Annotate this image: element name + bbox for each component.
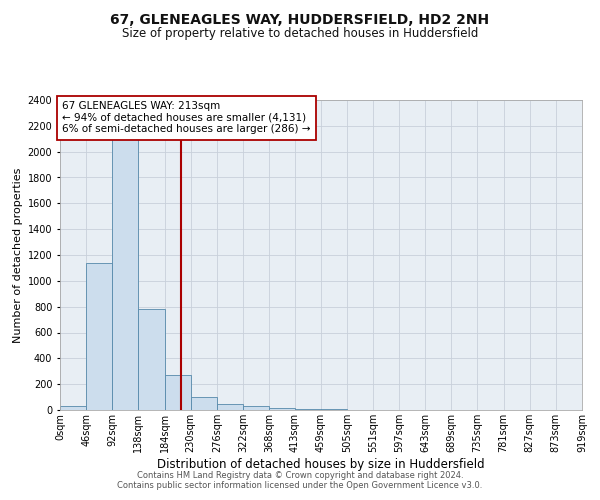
Bar — [164, 375, 191, 410]
Bar — [60, 406, 86, 410]
Bar — [295, 408, 321, 410]
Text: Contains HM Land Registry data © Crown copyright and database right 2024.: Contains HM Land Registry data © Crown c… — [137, 472, 463, 480]
Y-axis label: Number of detached properties: Number of detached properties — [13, 168, 23, 342]
Text: 67 GLENEAGLES WAY: 213sqm
← 94% of detached houses are smaller (4,131)
6% of sem: 67 GLENEAGLES WAY: 213sqm ← 94% of detac… — [62, 102, 311, 134]
Bar — [217, 404, 243, 410]
X-axis label: Distribution of detached houses by size in Huddersfield: Distribution of detached houses by size … — [157, 458, 485, 470]
Bar — [139, 309, 164, 410]
Bar — [243, 406, 269, 410]
Bar — [191, 397, 217, 410]
Text: Contains public sector information licensed under the Open Government Licence v3: Contains public sector information licen… — [118, 482, 482, 490]
Text: 67, GLENEAGLES WAY, HUDDERSFIELD, HD2 2NH: 67, GLENEAGLES WAY, HUDDERSFIELD, HD2 2N… — [110, 12, 490, 26]
Text: Size of property relative to detached houses in Huddersfield: Size of property relative to detached ho… — [122, 27, 478, 40]
Bar — [112, 126, 139, 410]
Bar — [269, 408, 295, 410]
Bar — [86, 262, 112, 410]
